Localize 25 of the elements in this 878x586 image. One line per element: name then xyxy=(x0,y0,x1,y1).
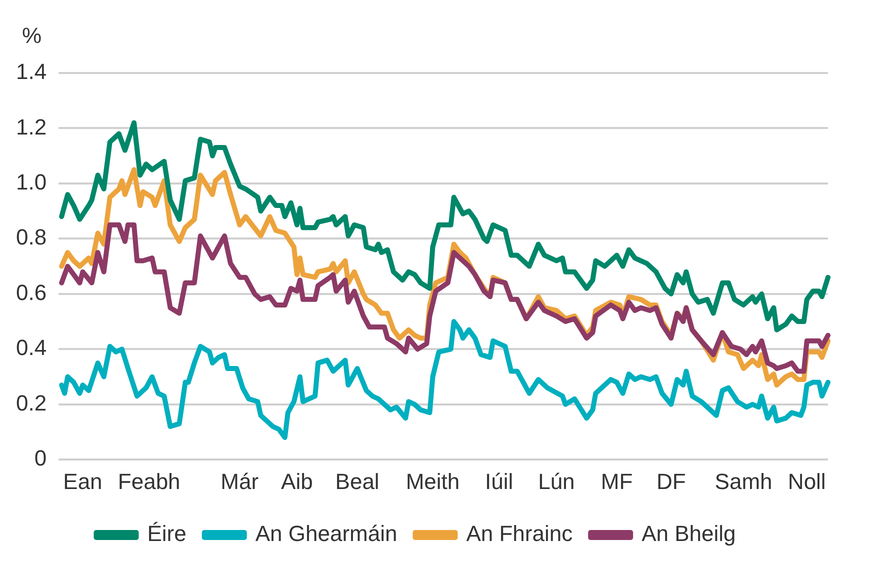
legend-label: Éire xyxy=(147,521,186,546)
x-tick-label: Meith xyxy=(406,468,460,494)
y-tick-label: 0.8 xyxy=(16,224,47,250)
y-tick-label: 1.4 xyxy=(16,59,47,84)
y-axis-title: % xyxy=(22,23,42,48)
y-tick-label: 0.6 xyxy=(16,280,47,305)
y-tick-label: 0.4 xyxy=(16,335,47,360)
x-tick-label: Ean xyxy=(63,468,102,494)
x-tick-label: DF xyxy=(656,468,686,494)
x-tick-label: MF xyxy=(600,468,633,494)
x-tick-label: Noll xyxy=(788,468,826,494)
y-tick-label: 1.2 xyxy=(16,114,47,140)
x-tick-label: Feabh xyxy=(118,468,180,494)
x-tick-label: Aib xyxy=(281,468,313,494)
x-tick-label: Már xyxy=(220,468,259,494)
x-tick-label: Lún xyxy=(538,468,575,494)
x-tick-label: Samh xyxy=(714,468,772,494)
x-tick-label: Beal xyxy=(335,468,380,494)
y-tick-label: 0.2 xyxy=(16,390,47,416)
legend-label: An Fhrainc xyxy=(466,521,573,546)
legend-label: An Ghearmáin xyxy=(255,521,398,546)
y-tick-label: 0 xyxy=(34,446,47,471)
x-tick-label: Iúil xyxy=(485,468,514,494)
legend-label: An Bheilg xyxy=(642,521,736,546)
y-tick-label: 1.0 xyxy=(16,170,47,195)
